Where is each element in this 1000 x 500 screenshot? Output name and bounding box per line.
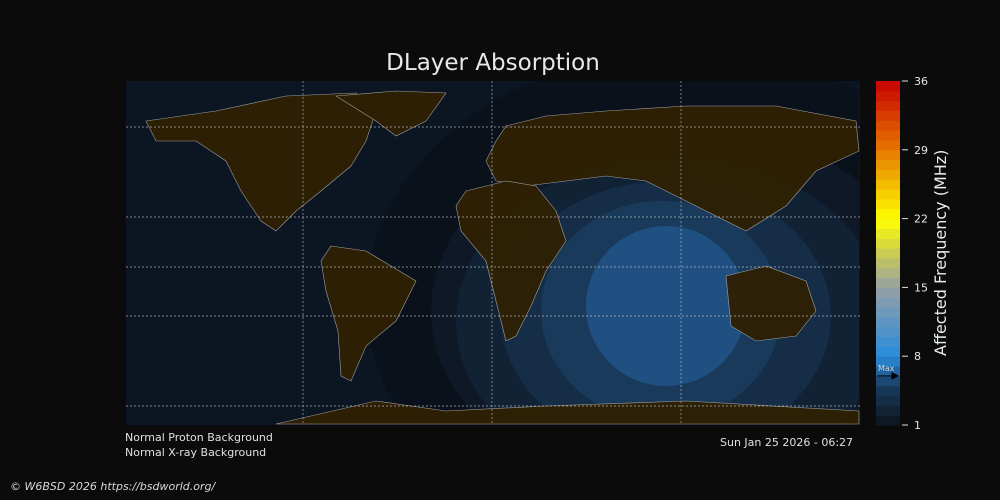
proton-status: Normal Proton Background (125, 431, 273, 444)
colorbar-tick-label: 15 (914, 281, 928, 294)
colorbar-segment (876, 169, 900, 180)
colorbar-segment (876, 238, 900, 249)
colorbar-segment (876, 139, 900, 151)
continents (145, 90, 860, 425)
gridlines (126, 81, 860, 425)
xray-status: Normal X-ray Background (125, 446, 267, 459)
colorbar-label: Affected Frequency (MHz) (931, 149, 950, 356)
colorbar-segment (876, 346, 900, 357)
colorbar-tick-label: 36 (914, 75, 928, 88)
colorbar-segment (876, 336, 900, 347)
colorbar-segment (876, 375, 900, 387)
colorbar-tick-label: 22 (914, 213, 928, 226)
colorbar-segment (876, 81, 900, 92)
colorbar-segment (876, 189, 900, 200)
colorbar-segment (876, 208, 900, 220)
colorbar-segment (876, 159, 900, 170)
colorbar-segment (876, 198, 900, 210)
colorbar-segment (876, 267, 900, 279)
colorbar-tick-label: 8 (914, 350, 921, 363)
max-arrow-icon (877, 372, 900, 380)
colorbar-segment (876, 307, 900, 318)
colorbar-segment (876, 297, 900, 308)
colorbar: 36 29 22 15 8 1 Max (876, 75, 928, 432)
colorbar-tick-label: 29 (914, 144, 928, 157)
colorbar-segment (876, 415, 900, 426)
colorbar-segment (876, 385, 900, 397)
colorbar-segment (876, 110, 900, 121)
colorbar-segment (876, 149, 900, 161)
colorbar-segment (876, 257, 900, 269)
colorbar-segment (876, 395, 900, 406)
colorbar-segment (876, 179, 900, 190)
colorbar-segment (876, 120, 900, 131)
colorbar-segment (876, 218, 900, 229)
colorbar-segment (876, 100, 900, 111)
colorbar-segment (876, 405, 900, 416)
colorbar-segment (876, 248, 900, 259)
colorbar-segment (876, 356, 900, 367)
absorption-map (126, 81, 860, 425)
chart-title: DLayer Absorption (386, 50, 600, 76)
timestamp: Sun Jan 25 2026 - 06:27 (720, 436, 854, 449)
absorption-contour (586, 226, 746, 386)
colorbar-segment (876, 316, 900, 328)
colorbar-tick-label: 1 (914, 419, 921, 432)
colorbar-segment (876, 287, 900, 298)
colorbar-segment (876, 366, 900, 377)
max-marker-label: Max (878, 364, 895, 373)
colorbar-segment (876, 228, 900, 239)
colorbar-segment (876, 326, 900, 338)
copyright-footer: © W6BSD 2026 https://bsdworld.org/ (10, 480, 216, 493)
colorbar-segment (876, 277, 900, 288)
colorbar-segment (876, 130, 900, 141)
colorbar-segment (876, 90, 900, 102)
